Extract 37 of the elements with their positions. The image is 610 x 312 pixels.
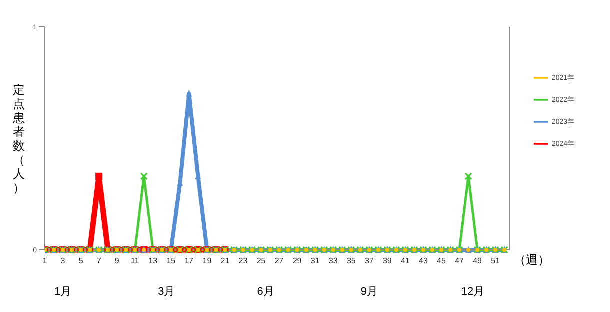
x-tick-label: 27 xyxy=(274,256,284,266)
x-tick-label: 37 xyxy=(364,256,374,266)
x-tick-label: 21 xyxy=(220,256,230,266)
x-tick-label: 13 xyxy=(148,256,158,266)
x-tick-label: 33 xyxy=(328,256,338,266)
point xyxy=(186,90,192,97)
x-tick-label: 1 xyxy=(42,256,48,266)
point xyxy=(464,172,472,180)
point xyxy=(96,172,103,180)
x-tick-label: 19 xyxy=(202,256,212,266)
x-tick-label: 5 xyxy=(78,256,84,266)
text: 1月 xyxy=(54,285,72,299)
x-tick-label: 35 xyxy=(346,256,356,266)
x-tick-label: 25 xyxy=(256,256,266,266)
x-axis-title: （週） xyxy=(514,252,550,269)
x-tick-label: 11 xyxy=(130,256,140,266)
x-tick-label: 51 xyxy=(491,256,501,266)
x-tick-label: 17 xyxy=(184,256,194,266)
x-tick-label: 15 xyxy=(166,256,176,266)
text: 12月 xyxy=(461,285,485,299)
x-tick-label: 29 xyxy=(292,256,302,266)
x-tick-label: 49 xyxy=(473,256,483,266)
y-axis-title: 定点患者数（人） xyxy=(12,82,26,194)
x-tick-label: 3 xyxy=(60,256,66,266)
x-tick-label: 43 xyxy=(419,256,428,266)
x-tick-label: 41 xyxy=(401,256,410,266)
x-tick-label: 7 xyxy=(96,256,102,266)
x-tick-label: 9 xyxy=(114,256,120,266)
text: 3月 xyxy=(158,285,176,299)
x-tick-label: 47 xyxy=(455,256,465,266)
text: 6月 xyxy=(257,285,274,299)
point xyxy=(140,172,148,180)
text: 9月 xyxy=(360,285,378,299)
x-tick-label: 45 xyxy=(437,256,447,266)
x-tick-label: 31 xyxy=(310,256,320,266)
x-tick-label: 23 xyxy=(238,256,248,266)
x-tick-label: 39 xyxy=(382,256,392,266)
